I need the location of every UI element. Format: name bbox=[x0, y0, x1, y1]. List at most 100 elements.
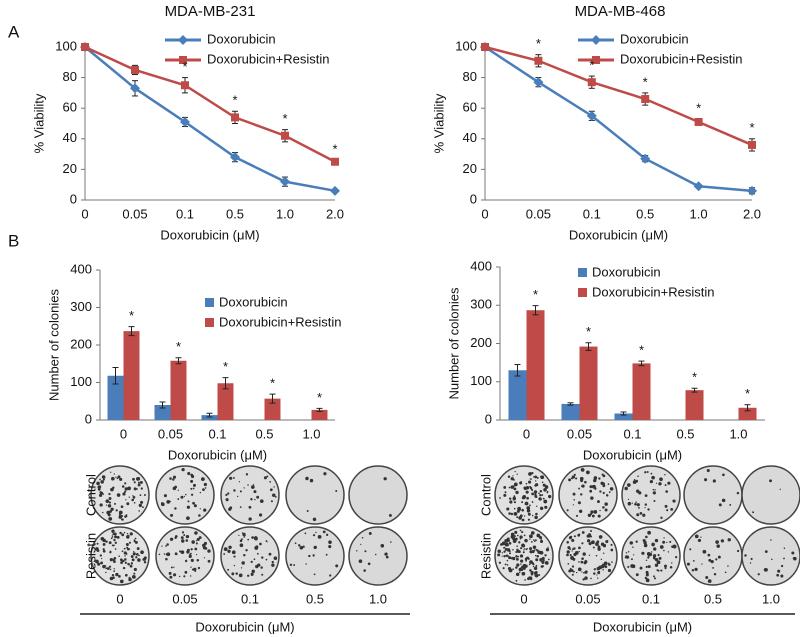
significance-marker: * bbox=[696, 100, 701, 115]
colony bbox=[502, 567, 505, 570]
colony bbox=[539, 494, 542, 497]
colony bbox=[515, 490, 519, 495]
colony bbox=[133, 539, 136, 541]
colony bbox=[575, 514, 579, 517]
colony bbox=[542, 497, 545, 500]
colony bbox=[543, 488, 547, 492]
colony bbox=[111, 535, 114, 537]
panel-label: B bbox=[8, 231, 19, 250]
x-tick-label: 0 bbox=[481, 206, 488, 221]
colony bbox=[95, 559, 99, 564]
colony bbox=[243, 536, 245, 538]
colony bbox=[102, 540, 105, 542]
colony bbox=[533, 566, 538, 571]
colony bbox=[664, 564, 667, 568]
colony bbox=[140, 500, 144, 504]
colony bbox=[660, 516, 663, 519]
y-tick-label: 300 bbox=[470, 297, 492, 312]
colony bbox=[498, 561, 501, 564]
colony bbox=[102, 542, 106, 546]
colony bbox=[174, 485, 178, 489]
colony bbox=[602, 543, 607, 548]
colony bbox=[608, 491, 611, 494]
colony bbox=[689, 548, 692, 551]
colony bbox=[573, 535, 576, 538]
legend-swatch bbox=[205, 318, 214, 327]
plate-label: 0 bbox=[520, 591, 527, 606]
colony bbox=[385, 555, 389, 559]
colony bbox=[116, 477, 119, 480]
colony bbox=[771, 558, 773, 561]
colony bbox=[644, 507, 646, 509]
colony bbox=[598, 477, 601, 480]
colony bbox=[646, 470, 649, 473]
colony bbox=[138, 554, 140, 557]
colony bbox=[602, 491, 605, 495]
colony bbox=[115, 476, 117, 478]
colony bbox=[595, 554, 598, 557]
colony bbox=[227, 549, 231, 553]
colony bbox=[783, 557, 785, 560]
colony bbox=[535, 512, 538, 516]
colony bbox=[757, 573, 760, 576]
legend-label: Doxorubicin+Resistin bbox=[207, 51, 329, 66]
colony bbox=[547, 546, 549, 548]
colony bbox=[253, 558, 256, 561]
colony bbox=[575, 571, 578, 574]
colony bbox=[299, 545, 304, 550]
colony bbox=[529, 560, 533, 564]
colony bbox=[203, 508, 207, 512]
point bbox=[587, 78, 596, 87]
colony bbox=[193, 567, 197, 571]
colony bbox=[515, 566, 518, 569]
colony bbox=[165, 557, 168, 561]
colony bbox=[247, 484, 249, 486]
colony bbox=[567, 546, 571, 550]
colony bbox=[589, 489, 593, 493]
colony bbox=[700, 536, 702, 538]
colony bbox=[513, 535, 516, 538]
colony bbox=[178, 575, 181, 578]
significance-marker: * bbox=[282, 111, 287, 126]
colony bbox=[510, 485, 515, 489]
colony bbox=[113, 570, 116, 573]
colony bbox=[644, 471, 647, 474]
colony bbox=[590, 530, 593, 533]
y-tick-label: 40 bbox=[63, 130, 77, 145]
colony bbox=[636, 513, 640, 517]
colony bbox=[127, 486, 131, 491]
colony bbox=[96, 542, 99, 545]
colony bbox=[528, 563, 531, 566]
colony bbox=[547, 558, 550, 561]
colony bbox=[590, 535, 593, 538]
colony bbox=[138, 481, 140, 484]
colony bbox=[526, 506, 531, 510]
colony bbox=[581, 531, 585, 534]
colony bbox=[524, 501, 529, 506]
colony bbox=[200, 477, 205, 482]
significance-marker: * bbox=[692, 370, 697, 385]
colony bbox=[251, 485, 255, 489]
x-tick-label: 2.0 bbox=[743, 206, 761, 221]
colony bbox=[627, 501, 632, 506]
colony bbox=[325, 553, 328, 556]
colony bbox=[125, 515, 128, 518]
colony bbox=[118, 575, 121, 578]
colony bbox=[258, 513, 263, 517]
colony bbox=[114, 548, 117, 550]
significance-marker: * bbox=[270, 376, 275, 391]
colony bbox=[124, 555, 126, 557]
colony bbox=[595, 542, 599, 546]
colony bbox=[111, 573, 115, 577]
colony bbox=[100, 561, 104, 565]
colony bbox=[521, 496, 526, 500]
colony bbox=[650, 472, 653, 475]
colony bbox=[517, 506, 521, 511]
colony bbox=[158, 553, 161, 556]
colony bbox=[588, 532, 591, 536]
colony bbox=[581, 557, 584, 560]
colony bbox=[520, 563, 522, 565]
colony bbox=[582, 552, 586, 556]
colony bbox=[238, 534, 240, 537]
colony bbox=[124, 482, 127, 485]
